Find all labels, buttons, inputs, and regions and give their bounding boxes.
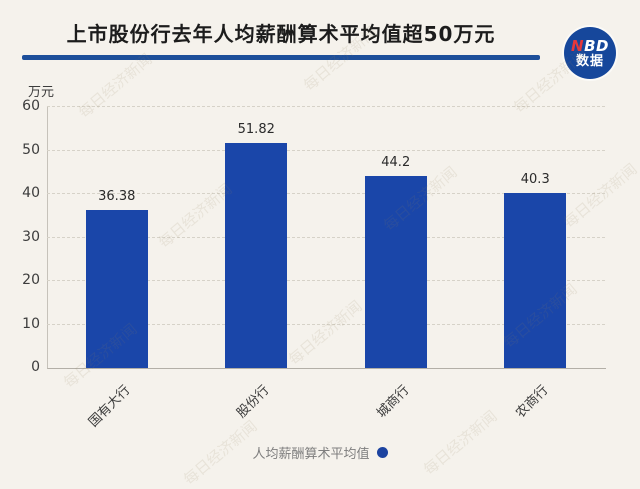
gridline-10 — [47, 323, 605, 325]
bar-股份行 — [225, 142, 288, 368]
legend-label: 人均薪酬算术平均值 — [252, 447, 370, 462]
plot-area — [47, 107, 606, 369]
gridline-30 — [47, 236, 605, 238]
x-axis-label-城商行: 城商行 — [373, 382, 413, 422]
chart-title: 上市股份行去年人均薪酬算术平均值超50万元 — [66, 22, 496, 46]
y-tick-label-0: 0 — [31, 359, 40, 375]
nbd-logo-text: NBD — [571, 38, 609, 54]
bar-value-股份行: 51.82 — [237, 121, 275, 137]
nbd-logo: NBD 数据 — [564, 27, 616, 79]
x-label-anchor-农商行: 农商行 — [499, 380, 551, 421]
x-axis-label-农商行: 农商行 — [513, 382, 552, 422]
bar-value-农商行: 40.3 — [520, 171, 550, 187]
nbd-logo-letters-bd: BD — [584, 36, 609, 55]
legend: 人均薪酬算术平均值 — [0, 443, 640, 462]
x-axis-label-国有大行: 国有大行 — [85, 382, 134, 431]
x-label-anchor-股份行: 股份行 — [220, 380, 272, 421]
bar-城商行 — [364, 175, 427, 368]
y-tick-label-60: 60 — [22, 98, 40, 114]
x-axis-label-股份行: 股份行 — [234, 382, 273, 422]
x-label-anchor-城商行: 城商行 — [360, 380, 412, 421]
nbd-logo-letter-n: N — [571, 36, 585, 55]
x-label-anchor-国有大行: 国有大行 — [68, 380, 133, 430]
bar-农商行 — [504, 192, 567, 368]
gridline-20 — [47, 280, 605, 281]
bar-value-国有大行: 36.38 — [98, 188, 136, 204]
y-tick-label-50: 50 — [22, 141, 40, 158]
gridline-60 — [47, 106, 605, 107]
y-tick-label-10: 10 — [22, 315, 40, 332]
nbd-logo-subtitle: 数据 — [575, 53, 604, 69]
gridline-40 — [47, 193, 605, 194]
y-tick-label-40: 40 — [22, 185, 40, 201]
y-tick-label-20: 20 — [22, 272, 40, 288]
gridline-50 — [47, 149, 605, 151]
bar-国有大行 — [85, 209, 148, 368]
title-underline — [22, 55, 540, 60]
y-axis-unit-label: 万元 — [28, 85, 55, 100]
legend-dot — [376, 447, 388, 458]
infographic-page: 上市股份行去年人均薪酬算术平均值超50万元 NBD 数据 万元 0 10 20 30 4… — [0, 22, 640, 489]
y-tick-label-30: 30 — [22, 228, 40, 245]
bar-value-城商行: 44.2 — [381, 154, 411, 170]
